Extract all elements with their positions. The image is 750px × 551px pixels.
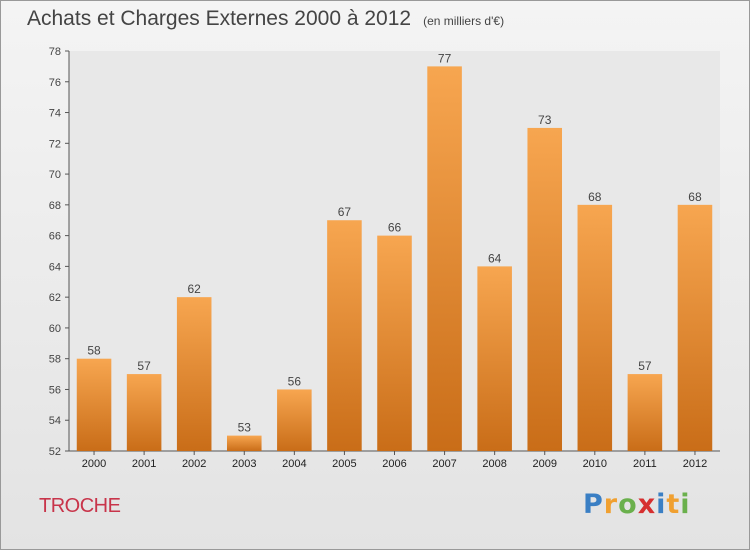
bar <box>126 374 162 451</box>
logo-letter: i <box>656 489 667 520</box>
y-tick-label: 54 <box>49 415 61 427</box>
x-tick-label: 2011 <box>633 458 657 470</box>
bar <box>176 297 212 451</box>
x-tick-label: 2004 <box>282 458 306 470</box>
bar-value-label: 58 <box>87 344 101 358</box>
logo-letter: i <box>680 489 691 520</box>
logo-letter: P <box>583 489 604 520</box>
logo-letter: r <box>603 489 619 520</box>
logo-letter: t <box>666 489 681 520</box>
bar <box>76 358 112 451</box>
chart-subtitle: (en milliers d'€) <box>423 14 505 28</box>
bar <box>226 435 262 451</box>
x-tick-label: 2010 <box>583 458 607 470</box>
x-tick-label: 2000 <box>82 458 106 470</box>
bar <box>527 127 563 451</box>
bar-value-label: 56 <box>288 374 302 388</box>
bar-value-label: 73 <box>538 113 552 127</box>
y-tick-label: 52 <box>49 446 61 458</box>
bar-value-label: 62 <box>188 282 202 296</box>
bar-value-label: 53 <box>238 421 252 435</box>
chart-title-text: Achats et Charges Externes 2000 à 2012 <box>27 7 412 30</box>
bar-value-label: 64 <box>488 251 502 265</box>
x-tick-label: 2002 <box>182 458 206 470</box>
bar-value-label: 57 <box>638 359 652 373</box>
x-tick-label: 2007 <box>432 458 456 470</box>
bar-value-label: 68 <box>588 190 602 204</box>
x-tick-label: 2003 <box>232 458 256 470</box>
x-tick-label: 2008 <box>482 458 506 470</box>
bar-value-label: 57 <box>137 359 151 373</box>
y-tick-label: 68 <box>49 200 61 212</box>
y-tick-label: 62 <box>49 292 61 304</box>
bar-value-label: 68 <box>688 190 702 204</box>
y-tick-label: 70 <box>49 169 61 181</box>
bar <box>377 235 412 451</box>
x-tick-label: 2005 <box>332 458 356 470</box>
y-tick-label: 72 <box>49 138 61 150</box>
y-tick-label: 74 <box>49 108 61 120</box>
bar <box>477 266 512 451</box>
x-tick-label: 2006 <box>382 458 406 470</box>
logo-letter: o <box>618 489 638 520</box>
bar-value-label: 66 <box>388 221 402 235</box>
y-tick-label: 66 <box>49 231 61 243</box>
proxiti-logo: Proxiti <box>583 489 691 520</box>
x-tick-label: 2012 <box>683 458 707 470</box>
y-tick-label: 60 <box>49 323 61 335</box>
bar-value-label: 77 <box>438 51 452 65</box>
y-tick-label: 78 <box>49 46 61 58</box>
bar <box>427 66 462 451</box>
y-tick-label: 56 <box>49 384 61 396</box>
y-tick-label: 58 <box>49 354 61 366</box>
bar <box>627 374 663 451</box>
bar <box>277 389 312 451</box>
x-tick-label: 2001 <box>132 458 156 470</box>
bar <box>327 220 362 451</box>
location-label: TROCHE <box>39 495 121 517</box>
logo-letter: x <box>637 489 657 520</box>
bar-value-label: 67 <box>338 205 352 219</box>
y-tick-label: 64 <box>49 261 61 273</box>
x-tick-label: 2009 <box>532 458 556 470</box>
y-tick-label: 76 <box>49 77 61 89</box>
bar <box>577 204 613 451</box>
chart-title: Achats et Charges Externes 2000 à 2012 (e… <box>27 7 504 31</box>
bar <box>677 204 713 451</box>
